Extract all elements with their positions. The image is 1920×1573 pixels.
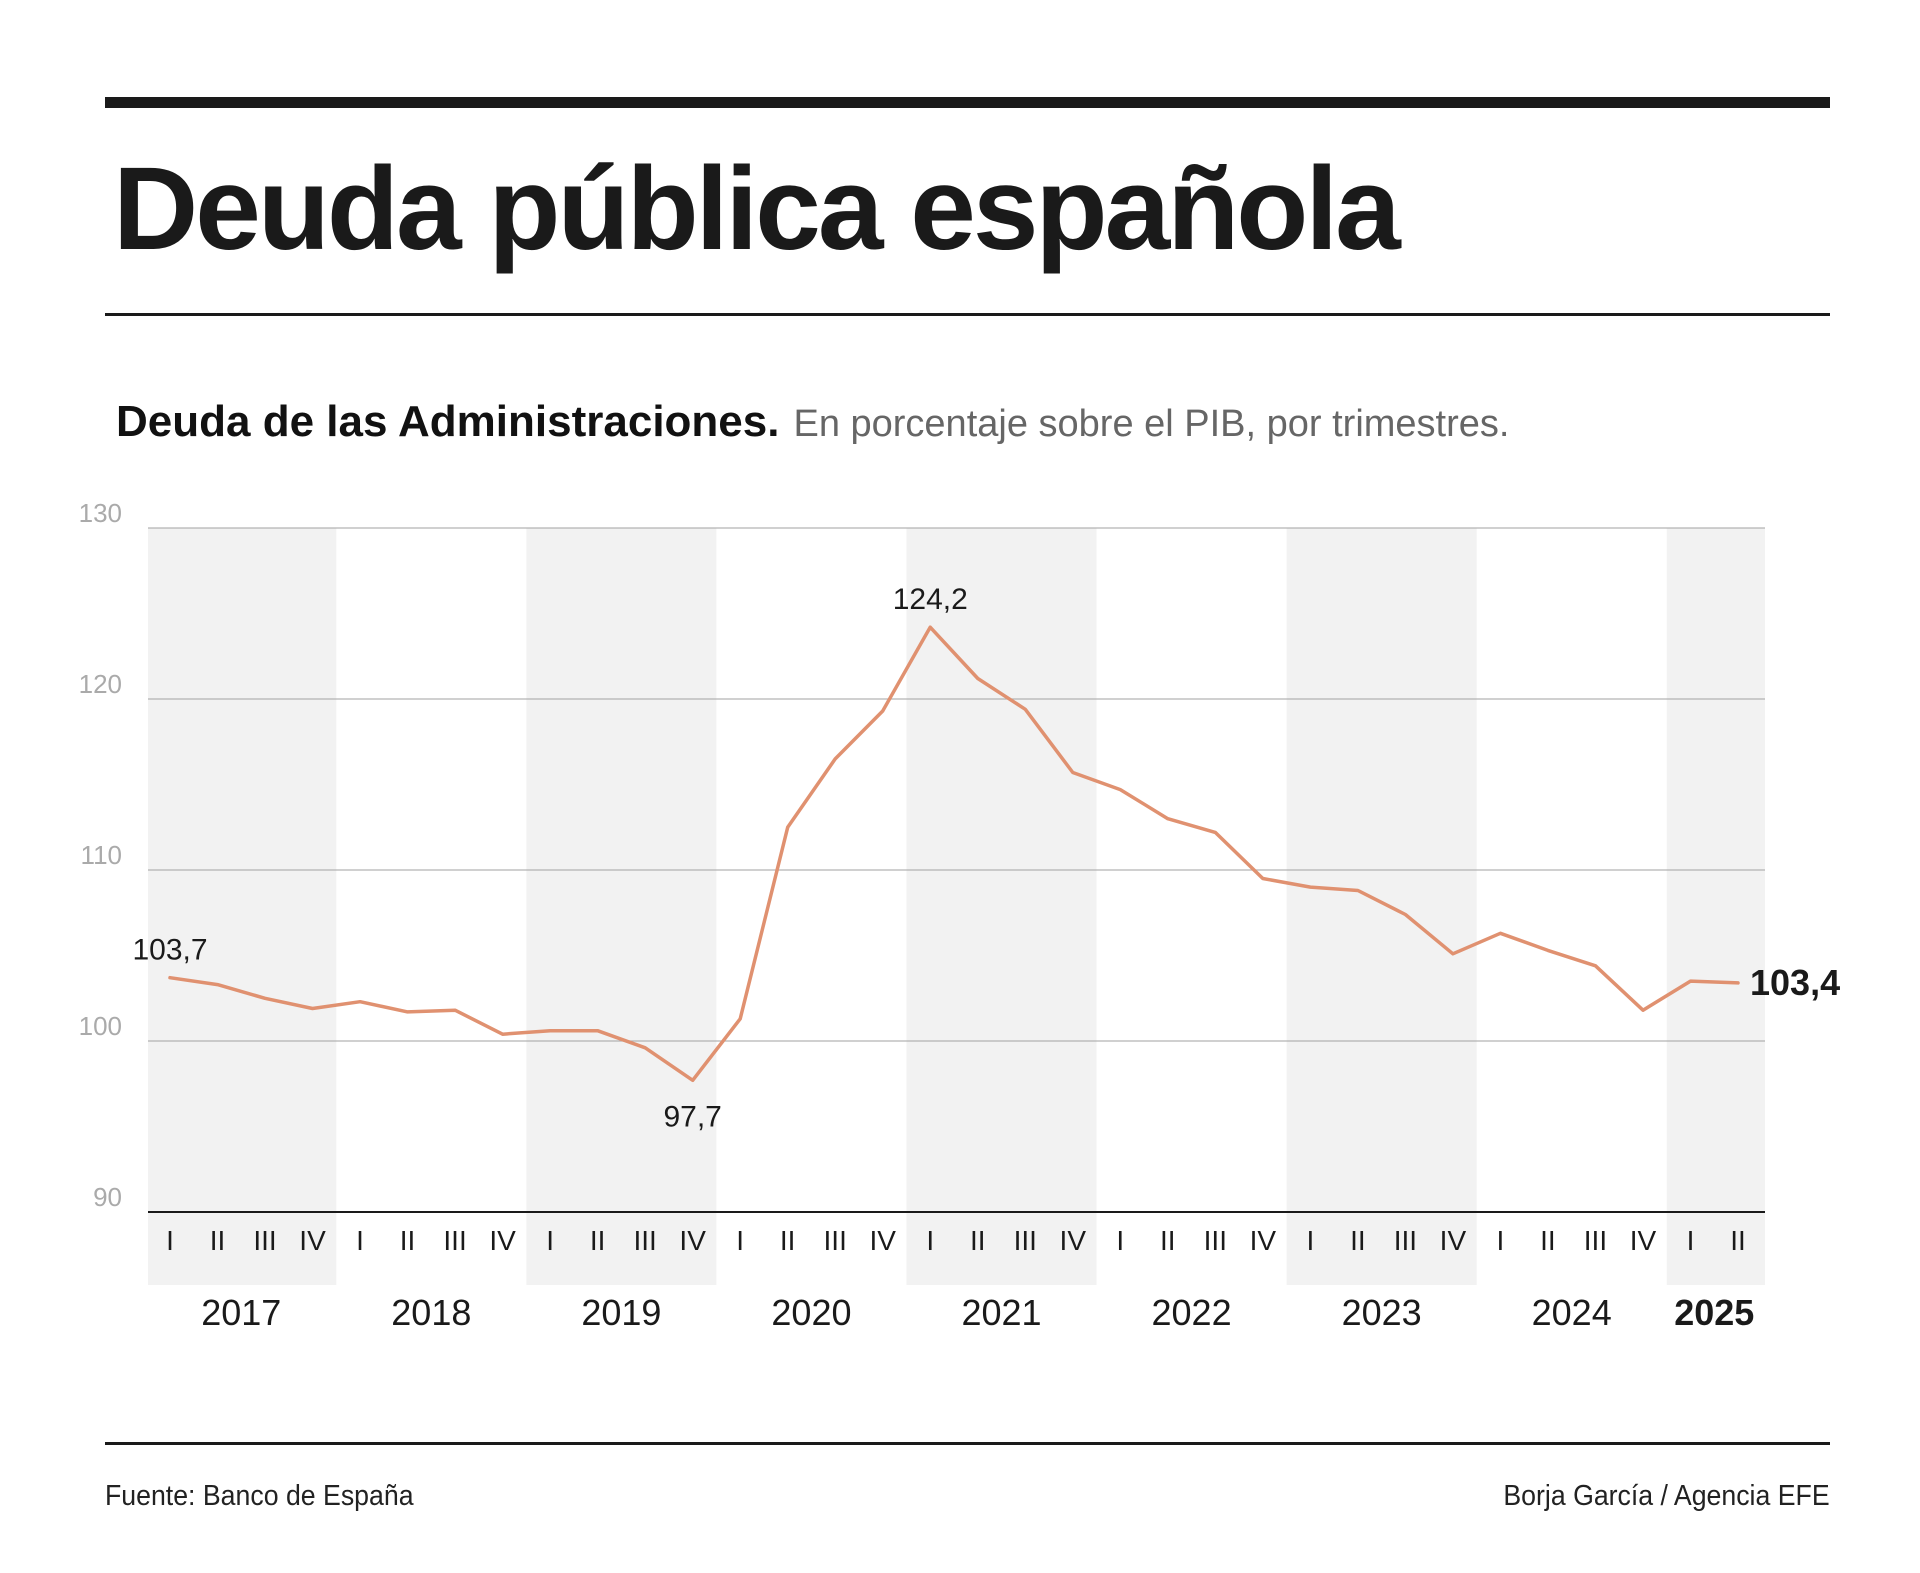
y-tick-label: 120 (79, 669, 122, 699)
data-label: 124,2 (893, 583, 968, 616)
subtitle-light: En porcentaje sobre el PIB, por trimestr… (793, 403, 1510, 445)
year-band-2019 (526, 528, 717, 1285)
footer-divider (105, 1442, 1830, 1445)
quarter-label: I (736, 1225, 744, 1256)
y-tick-labels: 90 100 110 120 130 (79, 498, 122, 1212)
year-label-2025: 2025 (1674, 1292, 1754, 1333)
year-label-2019: 2019 (581, 1292, 661, 1333)
quarter-label: III (1584, 1225, 1607, 1256)
quarter-label: II (1160, 1225, 1176, 1256)
year-label-2021: 2021 (961, 1292, 1041, 1333)
series-line (168, 625, 1740, 1083)
y-tick-label: 130 (79, 498, 122, 528)
year-label-2018: 2018 (391, 1292, 471, 1333)
quarter-label: I (926, 1225, 934, 1256)
quarter-label: II (400, 1225, 416, 1256)
quarter-label: IV (1250, 1225, 1277, 1256)
page-title: Deuda pública española (113, 143, 1401, 275)
quarter-label: I (166, 1225, 174, 1256)
year-bands (148, 528, 1765, 1285)
quarter-label: II (1730, 1225, 1746, 1256)
quarter-label: I (1687, 1225, 1695, 1256)
quarter-label: II (590, 1225, 606, 1256)
year-label-2023: 2023 (1342, 1292, 1422, 1333)
quarter-label: III (633, 1225, 656, 1256)
quarter-label: I (1497, 1225, 1505, 1256)
quarter-label: III (1204, 1225, 1227, 1256)
year-label-2022: 2022 (1152, 1292, 1232, 1333)
top-rule (105, 97, 1830, 108)
grid-lines (148, 527, 1765, 1213)
source-note: Fuente: Banco de España (105, 1480, 414, 1512)
quarter-label: II (1540, 1225, 1556, 1256)
data-label: 97,7 (663, 1100, 721, 1133)
quarter-label: III (443, 1225, 466, 1256)
series-line-group (168, 625, 1740, 1083)
year-label-2020: 2020 (771, 1292, 851, 1333)
subtitle-bold: Deuda de las Administraciones. (116, 397, 780, 446)
quarter-label: II (1350, 1225, 1366, 1256)
quarter-label: IV (679, 1225, 706, 1256)
quarter-label: IV (489, 1225, 516, 1256)
quarter-label: IV (299, 1225, 326, 1256)
year-labels: 2017 2018 2019 2020 2021 2022 2023 2024 2025 (201, 1292, 1754, 1333)
quarter-label: IV (869, 1225, 896, 1256)
chart-subtitle: Deuda de las Administraciones. En porcent… (116, 400, 1509, 444)
quarter-label: IV (1630, 1225, 1657, 1256)
data-label: 103,7 (132, 934, 207, 967)
data-labels: 103,7 97,7 124,2 103,4 (132, 583, 1840, 1133)
quarter-label: I (546, 1225, 554, 1256)
quarter-label: IV (1440, 1225, 1467, 1256)
quarter-label: III (1014, 1225, 1037, 1256)
year-band-2021 (906, 528, 1097, 1285)
quarter-label: III (253, 1225, 276, 1256)
quarter-label: III (824, 1225, 847, 1256)
title-divider (105, 313, 1830, 316)
quarter-label: I (1306, 1225, 1314, 1256)
quarter-label: IV (1060, 1225, 1087, 1256)
quarter-label: II (780, 1225, 796, 1256)
year-band-2025 (1666, 528, 1765, 1285)
quarter-label: II (970, 1225, 986, 1256)
y-tick-label: 110 (81, 840, 122, 870)
quarter-label: I (356, 1225, 364, 1256)
quarter-label: III (1394, 1225, 1417, 1256)
year-band-2023 (1286, 528, 1477, 1285)
data-label: 103,4 (1750, 962, 1840, 1003)
year-label-2024: 2024 (1532, 1292, 1612, 1333)
credit-note: Borja García / Agencia EFE (1503, 1480, 1830, 1512)
quarter-labels: I II III IV I II III IV I II III IV I II III IV I II III IV… (166, 1225, 1746, 1256)
year-label-2017: 2017 (201, 1292, 281, 1333)
quarter-label: II (210, 1225, 226, 1256)
y-tick-label: 90 (93, 1182, 122, 1212)
year-band-2017 (148, 528, 337, 1285)
quarter-label: I (1116, 1225, 1124, 1256)
y-tick-label: 100 (79, 1011, 122, 1041)
